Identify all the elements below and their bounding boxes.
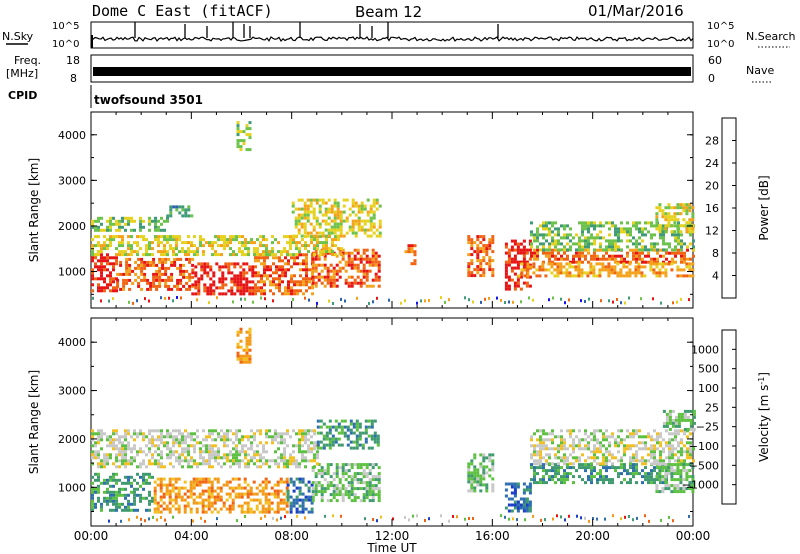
colorbar-tick-label: 12	[705, 225, 719, 238]
colorbar-tick-label: −25	[696, 421, 719, 434]
echo-region	[517, 262, 695, 278]
x-tick-label: 00:00	[74, 529, 109, 543]
y-axis-label: Slant Range [km]	[27, 158, 41, 262]
x-tick-label: 00:00	[676, 529, 711, 543]
colorbar-label: Power [dB]	[757, 175, 771, 240]
freq-strip-frame	[90, 54, 694, 83]
time-axis: 00:00 04:00 08:00 12:00 16:00 20:00 00:00	[74, 529, 711, 543]
echo-region	[91, 429, 319, 469]
x-tick-label: 08:00	[274, 529, 309, 543]
freq-label-line2: [MHz]	[6, 67, 38, 80]
x-tick-label: 20:00	[575, 529, 610, 543]
beam-label: Beam 12	[355, 3, 422, 21]
near-range-scatter	[92, 296, 690, 305]
echo-region	[504, 482, 532, 513]
echo-region	[236, 327, 252, 364]
colorbar-tick-label: 20	[705, 180, 719, 193]
nsearch-tick-top: 10^5	[707, 21, 734, 32]
nsky-tick-bottom: 10^0	[52, 39, 79, 50]
echo-region	[191, 262, 255, 296]
y-tick-label: 1000	[58, 481, 86, 494]
cpid-label: CPID	[8, 89, 37, 102]
nsky-label: N.Sky	[2, 30, 34, 43]
echo-region	[91, 472, 154, 512]
nsky-trace	[90, 22, 694, 48]
cpid-value: twofsound 3501	[94, 93, 203, 107]
nsky-tick-top: 10^5	[52, 21, 79, 32]
colorbar-tick-label: 24	[705, 157, 719, 170]
echo-region	[467, 453, 495, 493]
y-tick-label: 2000	[58, 433, 86, 446]
echo-region	[316, 419, 380, 450]
colorbar-tick-label: 16	[705, 202, 719, 215]
echo-region	[655, 463, 695, 494]
date-label: 01/Mar/2016	[588, 2, 684, 20]
nsky-strip-frame	[90, 21, 694, 49]
colorbar-tick-label: −1000	[682, 479, 719, 492]
station-title: Dome C East (fitACF)	[92, 2, 273, 20]
colorbar-tick-label: −100	[689, 440, 719, 453]
y-tick-label: 3000	[58, 174, 86, 187]
echo-region	[311, 463, 381, 503]
echo-region	[91, 216, 169, 232]
colorbar-label: Velocity [m s-1]	[757, 372, 771, 462]
freq-tick-top: 18	[66, 54, 80, 67]
freq-tick-bottom: 8	[70, 72, 77, 85]
y-axis-label: Slant Range [km]	[27, 370, 41, 474]
y-tick-label: 2000	[58, 220, 86, 233]
time-axis-label: Time UT	[366, 541, 417, 554]
echo-region	[311, 248, 381, 288]
power-panel: 1000 2000 3000 4000 Slant Range [km] 4 8 12 16 20…	[27, 111, 771, 309]
colorbar: 4 8 12 16 20 24 28 Power [dB]	[705, 117, 771, 299]
y-tick-label: 3000	[58, 385, 86, 398]
echo-region	[236, 121, 252, 152]
nave-label: Nave	[746, 64, 774, 77]
nave-tick-bottom: 0	[708, 72, 715, 85]
echo-region	[286, 477, 314, 514]
nsearch-tick-bottom: 10^0	[707, 39, 734, 50]
colorbar-tick-label: 25	[705, 401, 719, 414]
nave-tick-top: 60	[708, 54, 722, 67]
echo-region	[655, 203, 695, 234]
x-tick-label: 12:00	[375, 529, 410, 543]
colorbar-tick-label: 8	[712, 247, 719, 260]
colorbar-tick-label: 4	[712, 270, 719, 283]
colorbar-tick-label: 500	[698, 363, 719, 376]
echo-region	[467, 235, 495, 278]
near-range-scatter	[108, 514, 690, 523]
freq-trace	[93, 67, 691, 76]
y-tick-label: 1000	[58, 266, 86, 279]
y-tick-label: 4000	[58, 129, 86, 142]
echo-region	[166, 205, 194, 218]
colorbar-tick-label: 28	[705, 135, 719, 148]
nsky-line	[90, 36, 694, 43]
echo-region	[153, 477, 289, 514]
echo-region	[291, 198, 382, 238]
colorbar: 1000 500 100 25 −25 −100 −500 −1000 Velocity [m …	[682, 329, 771, 505]
echo-region	[116, 257, 195, 291]
colorbar-tick-label: 100	[698, 382, 719, 395]
x-tick-label: 16:00	[475, 529, 510, 543]
nsearch-label: N.Search	[746, 30, 796, 43]
echo-region	[404, 244, 417, 266]
freq-label-line1: Freq.	[14, 54, 41, 67]
y-tick-label: 4000	[58, 336, 86, 349]
echo-region	[530, 429, 695, 466]
echo-region	[662, 409, 696, 431]
panel-frame	[90, 317, 694, 527]
x-tick-label: 04:00	[174, 529, 209, 543]
colorbar-tick-label: 1000	[691, 343, 719, 356]
colorbar-frame	[721, 329, 737, 505]
colorbar-tick-label: −500	[689, 459, 719, 472]
